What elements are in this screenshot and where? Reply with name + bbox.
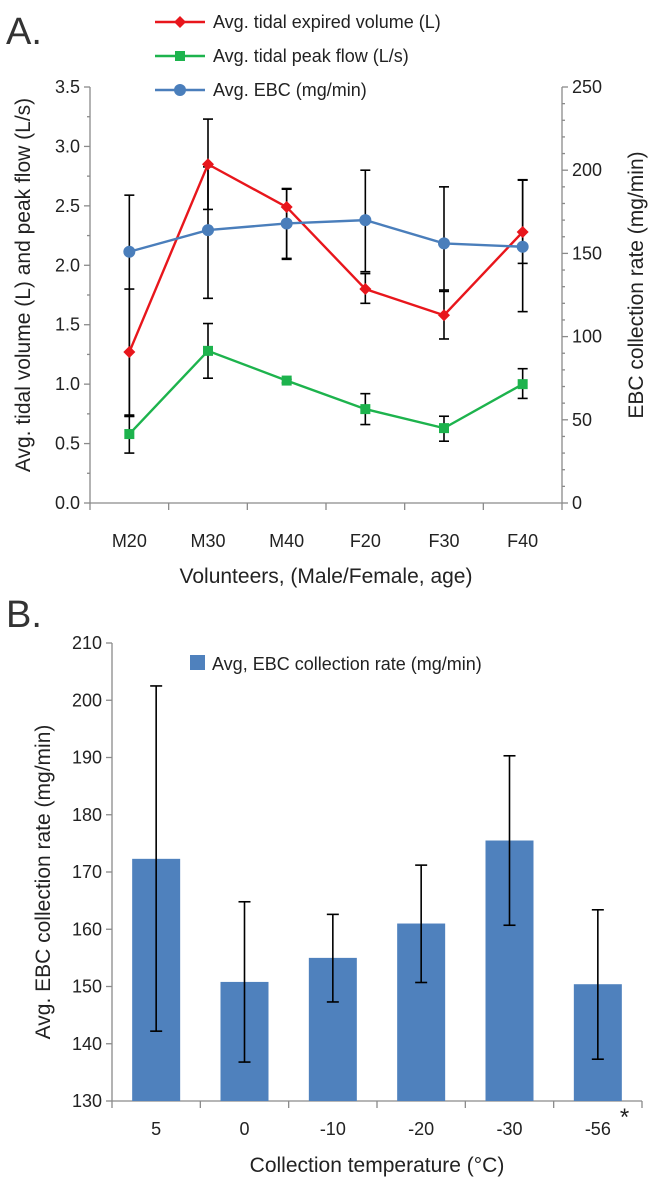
chart-b-x-tick-label: 5 bbox=[151, 1119, 161, 1139]
chart-b-y-tick-label: 140 bbox=[72, 1034, 102, 1054]
chart-a-data-point bbox=[516, 226, 529, 239]
chart-a-right-tick-label: 200 bbox=[572, 160, 602, 180]
chart-a-data-point bbox=[123, 346, 136, 359]
chart-a-data-point bbox=[360, 404, 371, 415]
chart-b-error-bar bbox=[150, 685, 163, 1032]
chart-b-y-tick-label: 130 bbox=[72, 1091, 102, 1111]
chart-b-bar: 130 140 150 160 170 180 190 200 210 5 0 -10 -20 -30 -5… bbox=[32, 633, 643, 1177]
chart-a-x-axis-title: Volunteers, (Male/Female, age) bbox=[180, 565, 473, 588]
chart-b-error-bar bbox=[326, 913, 339, 1003]
chart-b-x-tick-label: -30 bbox=[496, 1119, 522, 1139]
chart-b-y-tick-label: 150 bbox=[72, 977, 102, 997]
chart-a-data-point bbox=[202, 158, 214, 171]
chart-a-line: 0.0 0.5 1.0 1.5 2.0 2.5 3.0 3.5 0 50 100 150 200 250 M… bbox=[12, 12, 648, 588]
chart-a-data-point bbox=[359, 214, 372, 227]
chart-a-left-tick-label: 2.0 bbox=[55, 255, 80, 275]
chart-b-y-tick-label: 180 bbox=[72, 805, 102, 825]
chart-b-x-tick-label: 0 bbox=[239, 1119, 249, 1139]
chart-a-left-tick-label: 3.0 bbox=[55, 136, 80, 156]
chart-a-data-point bbox=[517, 379, 528, 390]
chart-a-x-tick-label: F20 bbox=[350, 531, 381, 551]
chart-b-x-tick-label: -10 bbox=[320, 1119, 346, 1139]
chart-a-right-tick-label: 0 bbox=[572, 493, 582, 513]
chart-b-error-bar bbox=[591, 908, 604, 1061]
chart-a-data-point bbox=[203, 345, 213, 356]
chart-a-left-tick-label: 1.0 bbox=[55, 374, 80, 394]
chart-a-data-point bbox=[439, 423, 449, 434]
chart-a-x-tick-label: F40 bbox=[507, 531, 538, 551]
chart-b-annotation: * bbox=[620, 1104, 629, 1131]
chart-a-left-tick-label: 1.5 bbox=[55, 315, 80, 335]
chart-a-data-point bbox=[438, 309, 450, 322]
chart-a-y2-axis-title: EBC collection rate (mg/min) bbox=[625, 151, 648, 418]
chart-a-data-point bbox=[438, 237, 450, 250]
chart-a-right-tick-label: 50 bbox=[572, 410, 592, 430]
chart-a-right-tick-label: 100 bbox=[572, 327, 602, 347]
chart-a-left-tick-label: 3.5 bbox=[55, 77, 80, 97]
chart-a-left-tick-label: 0.5 bbox=[55, 434, 80, 454]
chart-a-y-axis-title: Avg. tidal volume (L) and peak flow (L/s… bbox=[12, 98, 35, 472]
chart-b-legend-label: Avg, EBC collection rate (mg/min) bbox=[212, 654, 482, 674]
chart-b-x-axis-title: Collection temperature (°C) bbox=[250, 1154, 505, 1177]
chart-a-legend-label: Avg. tidal peak flow (L/s) bbox=[213, 46, 409, 66]
chart-b-error-bar bbox=[503, 754, 516, 927]
chart-a-series-line bbox=[129, 218, 523, 253]
chart-a-data-point bbox=[516, 240, 529, 253]
chart-a-data-point bbox=[280, 201, 293, 214]
chart-a-series-line bbox=[128, 349, 524, 435]
chart-a-right-tick-label: 150 bbox=[572, 243, 602, 263]
chart-a-legend-entry: Avg. EBC (mg/min) bbox=[155, 80, 367, 100]
chart-b-legend-entry: Avg, EBC collection rate (mg/min) bbox=[190, 654, 482, 674]
chart-a-legend-label: Avg. EBC (mg/min) bbox=[213, 80, 367, 100]
chart-a-x-tick-label: M40 bbox=[269, 531, 304, 551]
chart-b-y-axis-title: Avg. EBC collection rate (mg/min) bbox=[32, 725, 55, 1040]
chart-a-x-tick-label: M30 bbox=[190, 531, 225, 551]
chart-a-legend-entry: Avg. tidal peak flow (L/s) bbox=[155, 46, 409, 66]
panel-b-label: B. bbox=[6, 594, 42, 636]
chart-a-left-tick-label: 2.5 bbox=[55, 196, 80, 216]
chart-a-right-tick-label: 250 bbox=[572, 77, 602, 97]
chart-a-legend-label: Avg. tidal expired volume (L) bbox=[213, 12, 441, 32]
chart-a-x-tick-label: F30 bbox=[428, 531, 459, 551]
chart-b-y-tick-label: 200 bbox=[72, 690, 102, 710]
chart-a-series-line bbox=[128, 162, 524, 353]
chart-a-legend-entry: Avg. tidal expired volume (L) bbox=[155, 12, 441, 32]
chart-a-error-bar bbox=[124, 194, 135, 418]
chart-b-error-bar bbox=[415, 864, 428, 984]
chart-b-x-tick-label: -56 bbox=[585, 1119, 611, 1139]
chart-b-y-tick-label: 170 bbox=[72, 862, 102, 882]
chart-b-y-tick-label: 160 bbox=[72, 919, 102, 939]
chart-a-data-point bbox=[202, 224, 214, 237]
chart-a-data-point bbox=[280, 217, 293, 230]
chart-a-data-point bbox=[359, 283, 372, 296]
panel-a-label: A. bbox=[6, 11, 42, 53]
chart-a-data-point bbox=[123, 245, 136, 258]
chart-a-data-point bbox=[124, 429, 135, 440]
chart-a-data-point bbox=[281, 375, 292, 386]
chart-b-y-tick-label: 210 bbox=[72, 633, 102, 653]
chart-a-x-tick-label: M20 bbox=[112, 531, 147, 551]
chart-a-left-tick-label: 0.0 bbox=[55, 493, 80, 513]
chart-b-x-tick-label: -20 bbox=[408, 1119, 434, 1139]
chart-b-y-tick-label: 190 bbox=[72, 748, 102, 768]
chart-b-error-bar bbox=[238, 900, 251, 1063]
